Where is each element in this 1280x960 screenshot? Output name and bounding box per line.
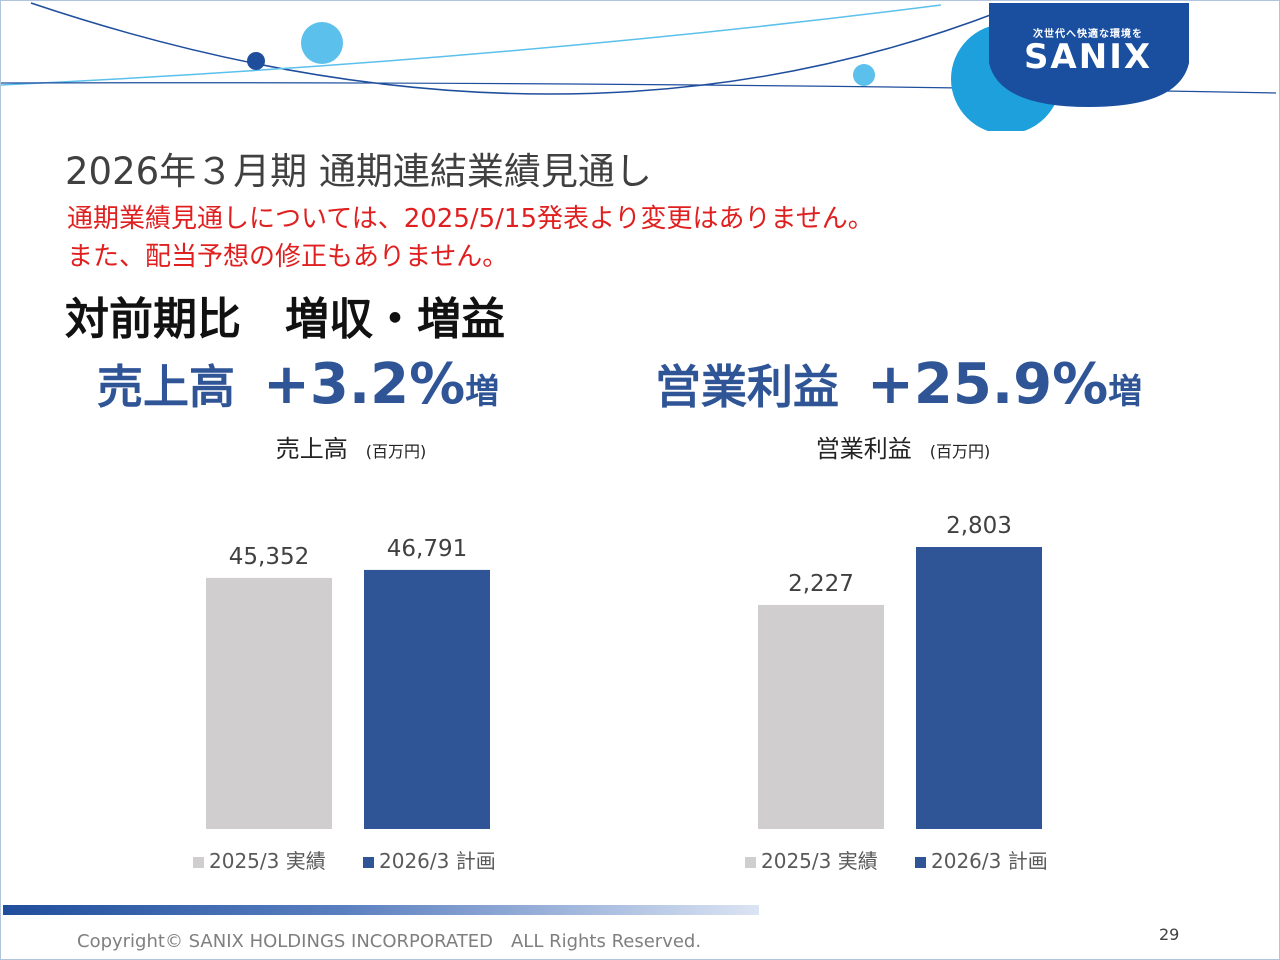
legend-swatch-1 [193,857,204,868]
legend-swatch-2 [915,857,926,868]
kpi-label: 営業利益 [655,360,839,414]
copyright-text: Copyright© SANIX HOLDINGS INCORPORATED A… [77,931,702,952]
notice-line-1: 通期業績見通しについては、2025/5/15発表より変更はありません。 [67,204,874,234]
bar-1 [206,577,332,829]
data-label-2: 46,791 [387,536,467,562]
kpi-operating-profit: 営業利益 +25.9%増 [655,351,1142,417]
data-label-1: 2,227 [788,571,854,597]
kpi-value: +25.9% [867,352,1109,417]
data-label-1: 45,352 [229,544,309,570]
legend-entry-1: 2025/3 実績 [761,849,878,873]
page-title: 2026年３月期 通期連結業績見通し [65,150,652,193]
logo-tagline: 次世代へ快適な環境を [1033,29,1143,40]
kpi-label: 売上高 [97,360,235,414]
logo-wordmark: SANIX [1023,37,1153,77]
legend-swatch-1 [745,857,756,868]
page-number: 29 [1159,925,1180,944]
chart-title: 営業利益 (百万円) [623,429,1183,464]
footer-gradient-bar [3,905,759,915]
sales-chart: 売上高 (百万円) 45,352 46,791 2025/3 実績 2026/3 計画 [71,421,631,901]
legend-entry-2: 2026/3 計画 [931,849,1048,873]
bar-2 [916,547,1042,829]
kpi-sales: 売上高 +3.2%増 [97,351,499,417]
kpi-suffix: 増 [1108,372,1143,412]
chart-title: 売上高 (百万円) [71,429,631,464]
kpi-value: +3.2% [263,352,466,417]
sanix-logo-shape [989,3,1189,107]
chart-title-text: 売上高 [275,435,348,463]
sales-chart-plot: 45,352 46,791 2025/3 実績 2026/3 計画 [193,536,496,873]
notice-line-2: また、配当予想の修正もありません。 [67,242,509,272]
legend-entry-2: 2026/3 計画 [379,849,496,873]
operating-profit-chart: 営業利益 (百万円) 2,227 2,803 2025/3 実績 2026/3 計画 [623,421,1183,901]
chart-title-text: 営業利益 [815,435,912,463]
data-label-2: 2,803 [946,513,1012,539]
chart-unit: (百万円) [929,442,991,461]
bar-2 [364,569,490,829]
bar-1 [758,604,884,829]
subheadline: 対前期比 増収・増益 [65,294,505,345]
chart-unit: (百万円) [365,442,427,461]
kpi-suffix: 増 [465,372,500,412]
legend-swatch-2 [363,857,374,868]
legend-entry-1: 2025/3 実績 [209,849,326,873]
operating-profit-chart-plot: 2,227 2,803 2025/3 実績 2026/3 計画 [745,513,1048,873]
